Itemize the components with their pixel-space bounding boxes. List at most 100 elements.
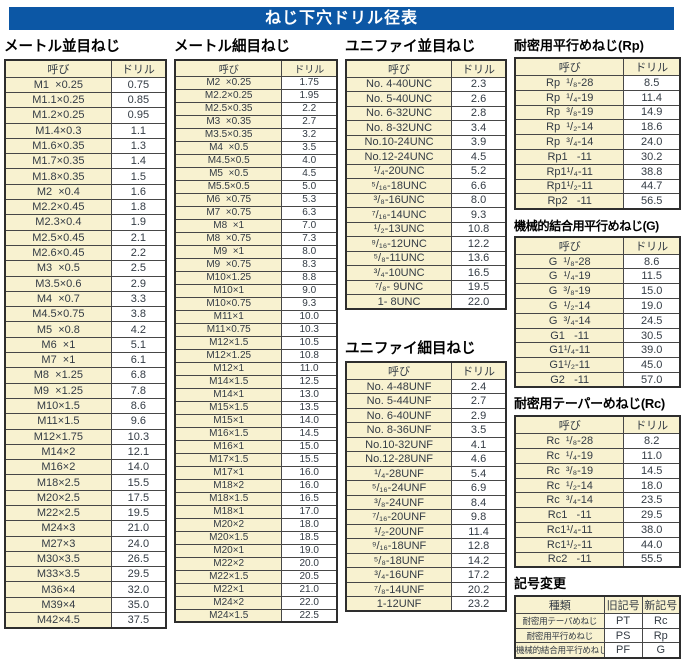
thread-name-cell: G1 -11 (514, 327, 625, 344)
table-row: Rp1¹/₄-11 38.8 (514, 163, 681, 180)
column-header: 旧記号 (603, 595, 643, 614)
drill-value-cell: 10.8 (281, 348, 338, 363)
table-row: No. 6-32UNC 2.8 (345, 105, 507, 122)
drill-value-cell: 20.0 (281, 556, 338, 571)
thread-name-cell: M18×1 (174, 504, 283, 519)
thread-name-cell: M3 ×0.35 (174, 114, 283, 129)
drill-value-cell: 19.0 (623, 298, 681, 314)
table-row: M1.4×0.3 1.1 (4, 122, 167, 139)
drill-value-cell: 17.2 (451, 567, 507, 583)
drill-value-cell: 9.3 (281, 296, 338, 311)
drill-value-cell: 4.5 (451, 149, 507, 165)
thread-name-cell: M4.5×0.5 (174, 153, 283, 168)
drill-value-cell: Rp (641, 627, 681, 644)
drill-value-cell: 23.2 (451, 596, 507, 612)
drill-value-cell: 30.2 (623, 148, 681, 165)
table-row: G ³/₄-14 24.5 (514, 312, 681, 329)
section-heading-unified-fine: ユニファイ細目ねじ (345, 341, 476, 358)
thread-name-cell: Rp1¹/₄-11 (514, 163, 625, 180)
table-row: M33×3.5 29.5 (4, 566, 167, 583)
drill-value-cell: 10.5 (281, 335, 338, 350)
thread-name-cell: ⁷/₁₆-14UNC (345, 207, 453, 223)
drill-value-cell: 21.0 (110, 520, 167, 537)
table-row: M2.5×0.45 2.1 (4, 229, 167, 246)
thread-name-cell: M7 ×1 (4, 352, 112, 369)
drill-value-cell: 22.0 (281, 595, 338, 610)
drill-value-cell: 8.5 (623, 74, 681, 91)
drill-value-cell: 16.0 (281, 465, 338, 480)
table-row: ³/₄-16UNF 17.2 (345, 567, 507, 583)
table-row: G ¹/₂-14 19.0 (514, 298, 681, 314)
thread-name-cell: M5.5×0.5 (174, 179, 283, 194)
thread-name-cell: No. 8-36UNF (345, 422, 453, 438)
thread-name-cell: Rp2 -11 (514, 193, 625, 210)
drill-value-cell: 9.6 (110, 413, 167, 430)
drill-value-cell: 45.0 (623, 357, 681, 374)
thread-name-cell: No.12-28UNF (345, 451, 453, 467)
section-heading-rc: 耐密用テーパーめねじ(Rc) (514, 396, 665, 412)
drill-value-cell: 2.5 (110, 260, 167, 277)
thread-name-cell: ⁹/₁₆-12UNC (345, 236, 453, 252)
thread-name-cell: M22×1 (174, 582, 283, 597)
table-row: M27×3 24.0 (4, 535, 167, 552)
table-row: G ¹/₄-19 11.5 (514, 268, 681, 285)
table-row: M10×1.5 8.6 (4, 397, 167, 415)
thread-name-cell: M24×2 (174, 595, 283, 610)
table-row: No.10-24UNC 3.9 (345, 134, 507, 151)
thread-name-cell: No. 6-40UNF (345, 407, 453, 424)
header-row: 呼び ドリル (514, 236, 681, 255)
thread-name-cell: M1.2×0.25 (4, 107, 112, 124)
table-row: M16×1.5 14.5 (174, 426, 338, 441)
thread-name-cell: Rc ³/₄-14 (514, 492, 625, 509)
thread-name-cell: M4 ×0.7 (4, 290, 112, 308)
drill-value-cell: 10.0 (281, 309, 338, 324)
drill-value-cell: 13.6 (451, 250, 507, 267)
table-row: M12×1 11.0 (174, 361, 338, 376)
table-row: ⁷/₈- 9UNC 19.5 (345, 279, 507, 296)
drill-value-cell: 18.6 (623, 119, 681, 136)
drill-value-cell: 5.2 (451, 163, 507, 180)
thread-name-cell: M36×4 (4, 581, 112, 598)
thread-name-cell: M2.2×0.25 (174, 88, 283, 103)
drill-value-cell: 5.3 (281, 192, 338, 207)
thread-name-cell: Rp ¹/₂-14 (514, 119, 625, 136)
drill-value-cell: 5.0 (281, 179, 338, 194)
thread-name-cell: M30×3.5 (4, 550, 112, 568)
drill-value-cell: 1.1 (110, 122, 167, 139)
table-row: G1¹/₂-11 45.0 (514, 357, 681, 374)
table-row: M3.5×0.35 3.2 (174, 127, 338, 142)
drill-value-cell: 20.2 (451, 581, 507, 598)
drill-value-cell: 11.5 (623, 268, 681, 285)
thread-name-cell: ⁵/₁₆-18UNC (345, 178, 453, 194)
table-row: ⁵/₁₆-24UNF 6.9 (345, 480, 507, 496)
thread-name-cell: M14×1 (174, 387, 283, 402)
thread-name-cell: 1- 8UNC (345, 294, 453, 310)
drill-value-cell: 1.4 (110, 153, 167, 170)
drill-value-cell: 0.85 (110, 91, 167, 109)
table-row: Rp ¹/₂-14 18.6 (514, 119, 681, 136)
drill-value-cell: 44.0 (623, 536, 681, 553)
drill-value-cell: 16.5 (281, 491, 338, 506)
thread-name-cell: M5 ×0.5 (174, 166, 283, 181)
thread-name-cell: M17×1.5 (174, 452, 283, 467)
drill-value-cell: 17.0 (281, 504, 338, 519)
table-row: No. 5-44UNF 2.7 (345, 393, 507, 409)
drill-value-cell: 15.5 (281, 452, 338, 467)
unified-fine-table: 呼び ドリル No. 4-48UNF 2.4 No. 5-44UNF 2.7 No. 6-4… (345, 360, 508, 613)
drill-value-cell: 9.3 (451, 207, 507, 223)
thread-name-cell: M6 ×1 (4, 336, 112, 354)
drill-value-cell: 18.0 (623, 477, 681, 494)
table-row: M15×1.5 13.5 (174, 400, 338, 415)
table-row: ¹/₂-13UNC 10.8 (345, 221, 507, 238)
table-row: M1.1×0.25 0.85 (4, 91, 167, 109)
drill-value-cell: 12.5 (281, 374, 338, 389)
thread-name-cell: Rp ³/₄-14 (514, 134, 625, 150)
table-row: Rp ¹/₄-19 11.4 (514, 89, 681, 106)
table-row: M24×2 22.0 (174, 595, 338, 610)
table-row: Rp ³/₈-19 14.9 (514, 104, 681, 121)
thread-name-cell: No. 8-32UNC (345, 120, 453, 136)
drill-value-cell: 4.2 (110, 321, 167, 338)
table-row: M18×1 17.0 (174, 504, 338, 519)
table-row: 機械的結合用平行めねじ PF G (514, 642, 681, 659)
drill-value-cell: 24.0 (110, 535, 167, 552)
